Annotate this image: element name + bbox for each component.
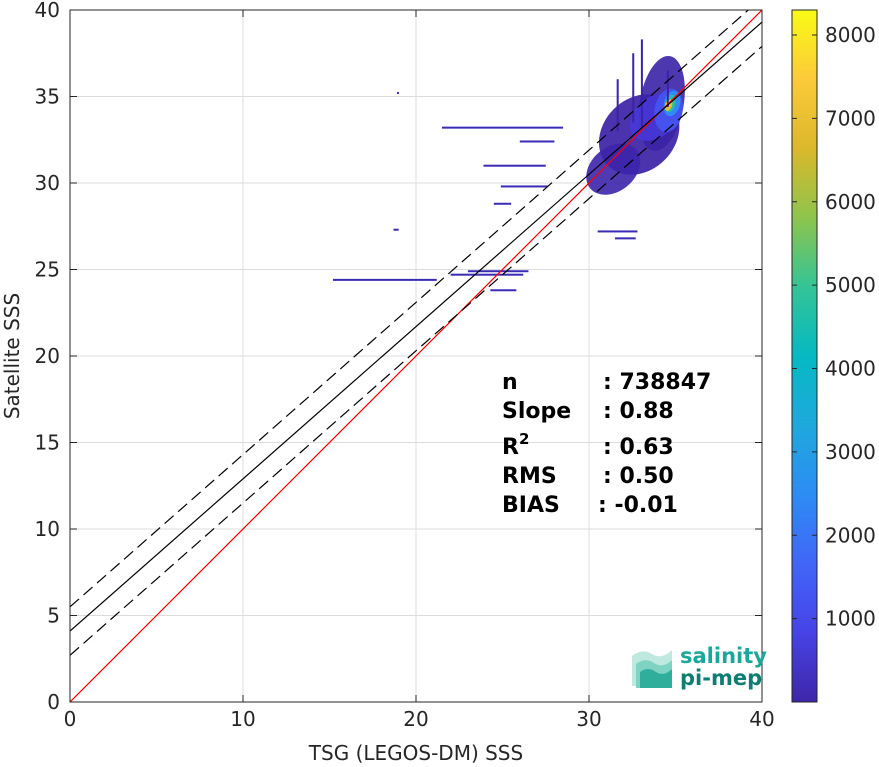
y-tick-label: 40 xyxy=(35,0,60,22)
line-fit xyxy=(70,21,762,632)
y-tick-label: 25 xyxy=(35,258,60,282)
y-tick-label: 5 xyxy=(47,604,60,628)
outlier-segment xyxy=(483,164,546,167)
outlier-segment xyxy=(332,278,437,281)
line-fit-rms xyxy=(70,10,750,608)
density-streak xyxy=(640,39,643,128)
y-tick-label: 0 xyxy=(47,690,60,714)
stat-label-superscript: 2 xyxy=(519,430,529,448)
y-tick-label: 35 xyxy=(35,85,60,109)
outlier-segment xyxy=(441,126,564,129)
salinity-pimep-logo: salinity pi-mep xyxy=(632,644,767,690)
stat-value: : 738847 xyxy=(603,370,711,395)
outlier-segment xyxy=(614,237,636,240)
x-tick-label: 40 xyxy=(749,707,774,731)
stat-value: : 0.50 xyxy=(603,464,674,489)
outlier-segment xyxy=(396,92,399,95)
colorbar xyxy=(791,9,818,703)
axis-ticks: 0 10 20 30 40 0 5 10 15 20 25 30 35 40 xyxy=(35,0,775,731)
outlier-segment xyxy=(490,289,517,292)
logo-text-pimep: pi-mep xyxy=(680,666,762,690)
y-axis-label: Satellite SSS xyxy=(0,293,24,419)
colorbar-tick-label: 1000 xyxy=(825,607,876,631)
x-tick-label: 0 xyxy=(64,707,77,731)
density-streak xyxy=(666,70,669,107)
regression-lines xyxy=(70,10,762,702)
y-tick-label: 15 xyxy=(35,431,60,455)
density-streak xyxy=(616,79,619,132)
y-tick-label: 20 xyxy=(35,344,60,368)
colorbar-tick-label: 7000 xyxy=(825,106,876,130)
stat-label: RMS xyxy=(502,464,557,489)
x-tick-label: 30 xyxy=(576,707,601,731)
y-tick-label: 10 xyxy=(35,517,60,541)
colorbar-tick-label: 5000 xyxy=(825,273,876,297)
outlier-segment xyxy=(467,270,529,273)
stat-value: : -0.01 xyxy=(598,493,678,518)
x-axis-label: TSG (LEGOS-DM) SSS xyxy=(308,741,523,765)
line-1-1 xyxy=(70,10,762,702)
stat-value: : 0.63 xyxy=(603,435,674,460)
density-streak xyxy=(632,53,635,123)
stat-value: : 0.88 xyxy=(603,399,674,424)
outlier-segment xyxy=(597,230,638,233)
y-tick-label: 30 xyxy=(35,171,60,195)
stat-label: Slope xyxy=(502,399,571,424)
colorbar-tick-label: 6000 xyxy=(825,190,876,214)
stats-box: n : 738847 Slope : 0.88 R2 : 0.63 RMS : 0.50 BIA… xyxy=(502,370,711,518)
outlier-segment xyxy=(450,273,524,276)
colorbar-ticks: 1000 2000 3000 4000 5000 6000 7000 8000 xyxy=(792,23,876,631)
stat-label: BIAS xyxy=(502,493,560,518)
stat-label: R2 xyxy=(502,430,529,460)
density-heatmap xyxy=(332,39,685,292)
x-tick-label: 20 xyxy=(403,707,428,731)
wave-layers-icon xyxy=(632,650,672,688)
logo-text-salinity: salinity xyxy=(680,644,767,668)
colorbar-tick-label: 2000 xyxy=(825,523,876,547)
outlier-segment xyxy=(393,228,399,231)
density-blob xyxy=(586,143,641,195)
x-tick-label: 10 xyxy=(230,707,255,731)
stat-label: n xyxy=(502,370,518,395)
colorbar-tick-label: 8000 xyxy=(825,23,876,47)
outlier-segment xyxy=(500,185,548,188)
outlier-segment xyxy=(519,140,555,143)
outlier-segment xyxy=(493,202,512,205)
colorbar-tick-label: 3000 xyxy=(825,440,876,464)
line-fit-rms xyxy=(70,45,762,656)
colorbar-tick-label: 4000 xyxy=(825,357,876,381)
